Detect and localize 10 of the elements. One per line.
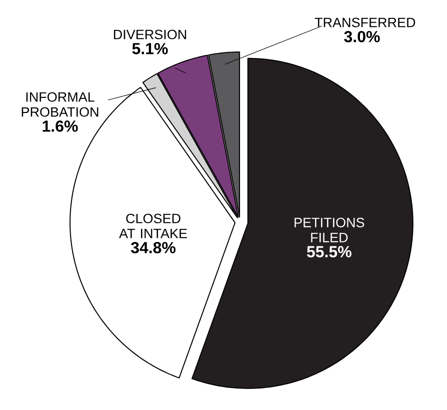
data-label: 1.6% [42, 120, 78, 132]
data-label: 55.5% [306, 246, 352, 258]
slice-label: CLOSED AT INTAKE [119, 214, 187, 238]
slice-label: DIVERSION [114, 30, 186, 40]
data-label: 34.8% [130, 242, 176, 254]
data-label: 3.0% [344, 30, 380, 42]
slice-label: PETITIONS FILED [294, 218, 364, 242]
slice-label: INFORMAL PROBATION [22, 92, 98, 117]
data-label: 5.1% [132, 42, 168, 54]
slice-label: TRANSFERRED [314, 18, 416, 28]
